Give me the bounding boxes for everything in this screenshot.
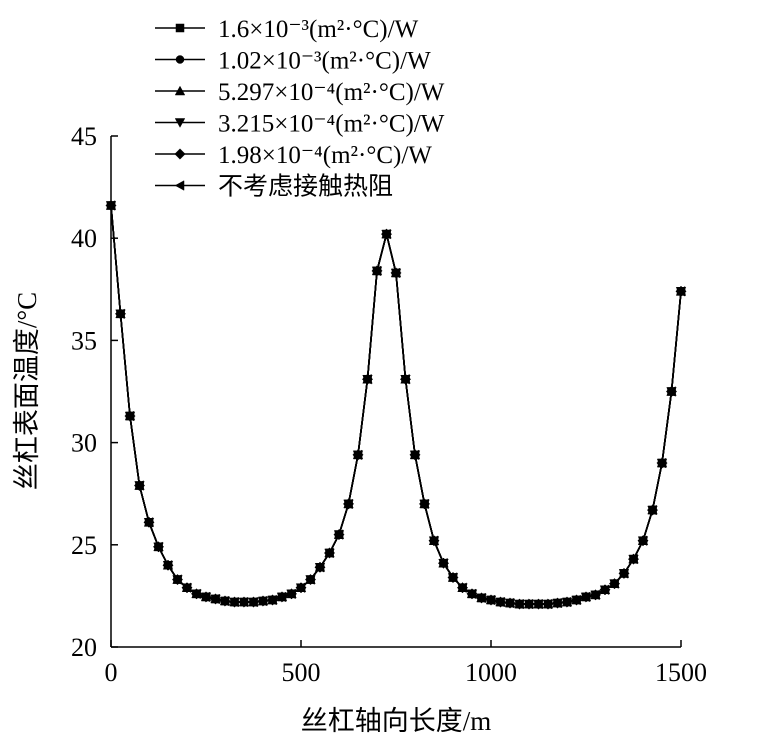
data-point bbox=[229, 596, 239, 608]
data-point bbox=[514, 598, 524, 610]
data-point bbox=[485, 594, 496, 606]
data-point bbox=[352, 449, 363, 461]
y-tick-label: 35 bbox=[71, 326, 97, 355]
data-point bbox=[457, 582, 467, 593]
data-point bbox=[533, 598, 543, 610]
data-point bbox=[286, 588, 296, 600]
data-point bbox=[447, 572, 458, 583]
series-line bbox=[110, 205, 682, 605]
series-line bbox=[110, 205, 682, 605]
data-point bbox=[419, 498, 429, 510]
data-point bbox=[542, 598, 553, 610]
legend-marker bbox=[175, 23, 185, 33]
series-line bbox=[110, 205, 682, 605]
data-point bbox=[371, 265, 382, 277]
data-point bbox=[476, 592, 486, 604]
data-point bbox=[466, 588, 477, 600]
x-tick-label: 0 bbox=[105, 658, 118, 687]
data-point bbox=[561, 596, 572, 608]
data-point bbox=[618, 568, 629, 579]
data-point bbox=[504, 597, 515, 609]
data-point bbox=[115, 308, 125, 320]
y-tick-label: 40 bbox=[71, 224, 97, 253]
data-point bbox=[599, 584, 610, 595]
data-point bbox=[609, 578, 619, 589]
legend-label: 不考虑接触热阻 bbox=[218, 173, 393, 201]
data-point bbox=[409, 449, 420, 461]
data-point bbox=[153, 541, 163, 553]
data-point bbox=[656, 457, 667, 469]
data-point bbox=[172, 574, 182, 585]
data-point bbox=[675, 286, 686, 297]
data-point bbox=[333, 529, 344, 540]
data-point bbox=[400, 374, 410, 385]
legend-marker bbox=[174, 148, 186, 160]
data-point bbox=[257, 595, 268, 607]
data-point bbox=[219, 595, 230, 607]
y-tick-label: 30 bbox=[71, 429, 97, 458]
legend-label: 1.6×10⁻³(m²·°C)/W bbox=[218, 16, 419, 43]
data-point bbox=[628, 553, 638, 565]
data-point bbox=[637, 535, 648, 546]
data-point bbox=[238, 596, 249, 608]
data-point bbox=[523, 598, 534, 610]
data-point bbox=[191, 588, 201, 600]
data-point bbox=[200, 591, 211, 603]
legend-label: 5.297×10⁻⁴(m²·°C)/W bbox=[218, 79, 445, 106]
data-point bbox=[143, 517, 154, 528]
legend-marker bbox=[174, 85, 186, 96]
data-point bbox=[571, 594, 581, 606]
data-point bbox=[105, 200, 116, 211]
data-point bbox=[267, 594, 277, 606]
x-tick-label: 1000 bbox=[465, 658, 517, 687]
data-point bbox=[590, 589, 600, 601]
data-point bbox=[428, 535, 439, 546]
data-point bbox=[305, 574, 315, 585]
legend-label: 1.02×10⁻³(m²·°C)/W bbox=[218, 48, 431, 75]
data-point bbox=[295, 582, 306, 593]
x-tick-label: 1500 bbox=[655, 658, 707, 687]
series-line bbox=[110, 205, 682, 605]
data-point bbox=[181, 582, 192, 593]
legend-marker bbox=[174, 180, 185, 191]
data-point bbox=[324, 547, 334, 559]
legend-label: 1.98×10⁻⁴(m²·°C)/W bbox=[218, 142, 432, 169]
data-point bbox=[666, 386, 676, 397]
data-point bbox=[343, 498, 353, 510]
y-tick-label: 20 bbox=[71, 633, 97, 662]
data-point bbox=[162, 560, 173, 571]
series-line bbox=[110, 205, 682, 605]
data-point bbox=[362, 374, 372, 385]
data-point bbox=[134, 480, 144, 491]
x-axis-label: 丝杠轴向长度/m bbox=[301, 706, 492, 736]
data-point bbox=[276, 591, 287, 603]
legend-marker bbox=[174, 118, 186, 128]
legend-label: 3.215×10⁻⁴(m²·°C)/W bbox=[218, 111, 445, 138]
x-tick-label: 500 bbox=[282, 658, 321, 687]
data-point bbox=[124, 410, 135, 422]
data-point bbox=[580, 591, 591, 603]
y-axis-label: 丝杠表面温度/°C bbox=[12, 292, 42, 490]
series-line bbox=[110, 205, 682, 605]
data-point bbox=[390, 267, 401, 279]
data-point bbox=[381, 228, 391, 240]
data-point bbox=[314, 562, 325, 573]
data-point bbox=[248, 596, 258, 608]
data-point bbox=[495, 596, 505, 608]
data-point bbox=[647, 504, 657, 516]
data-point bbox=[438, 557, 448, 569]
legend-marker bbox=[175, 55, 185, 64]
data-point bbox=[210, 593, 220, 605]
y-tick-label: 25 bbox=[71, 531, 97, 560]
data-point bbox=[552, 597, 562, 609]
y-tick-label: 45 bbox=[71, 122, 97, 151]
